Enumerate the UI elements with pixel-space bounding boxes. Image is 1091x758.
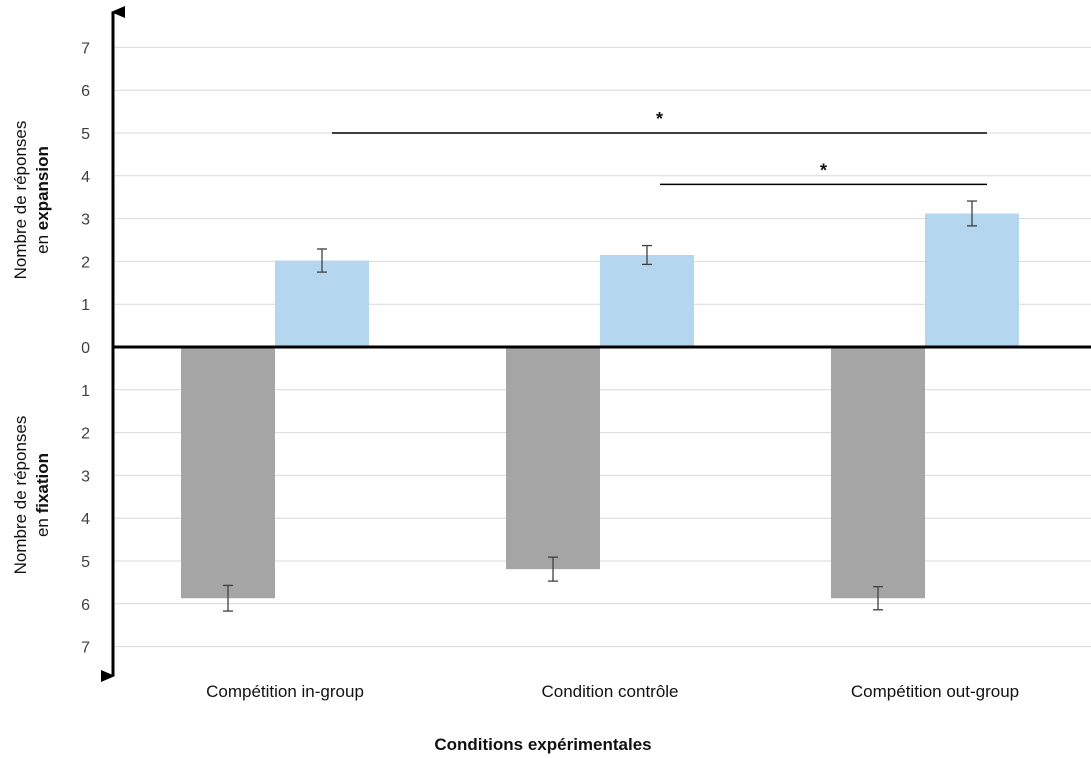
significance-star: * bbox=[820, 160, 827, 180]
bar bbox=[181, 347, 275, 599]
y-tick-labels: 0 1 2 3 4 5 6 7 1 2 3 4 5 6 7 bbox=[81, 40, 90, 656]
bar bbox=[925, 213, 1019, 347]
y-tick-label: 6 bbox=[81, 597, 90, 614]
x-category-label: Compétition in-group bbox=[206, 682, 364, 701]
y-axis-title-upper-bold: expansion bbox=[33, 146, 52, 230]
y-axis-title-upper-prefix: en bbox=[33, 230, 52, 254]
y-tick-label: 7 bbox=[81, 40, 90, 57]
axes bbox=[101, 6, 1091, 682]
y-axis-title-lower-prefix: en bbox=[33, 513, 52, 537]
bar bbox=[600, 254, 694, 347]
bars bbox=[181, 213, 1019, 599]
y-axis-title-upper-line2: en expansion bbox=[33, 146, 52, 254]
y-tick-label: 2 bbox=[81, 426, 90, 443]
x-category-label: Condition contrôle bbox=[541, 682, 678, 701]
y-tick-label: 0 bbox=[81, 340, 90, 357]
bar bbox=[275, 260, 369, 347]
y-tick-label: 4 bbox=[81, 511, 90, 528]
y-tick-label: 4 bbox=[81, 169, 90, 186]
significance-brackets: ** bbox=[332, 109, 987, 186]
y-tick-label: 5 bbox=[81, 126, 90, 143]
y-axis-title-lower: Nombre de réponses bbox=[11, 416, 30, 575]
y-axis-title-upper: Nombre de réponses bbox=[11, 121, 30, 280]
error-bars bbox=[223, 200, 977, 612]
bar bbox=[506, 347, 600, 570]
y-tick-label: 6 bbox=[81, 83, 90, 100]
y-axis-title-lower-line1: Nombre de réponses bbox=[11, 416, 30, 575]
y-tick-label: 1 bbox=[81, 383, 90, 400]
y-tick-label: 1 bbox=[81, 297, 90, 314]
y-tick-label: 3 bbox=[81, 212, 90, 229]
x-category-label: Compétition out-group bbox=[851, 682, 1019, 701]
x-axis-title: Conditions expérimentales bbox=[434, 735, 651, 754]
y-tick-label: 5 bbox=[81, 554, 90, 571]
y-axis-title-upper-line1: Nombre de réponses bbox=[11, 121, 30, 280]
grid-lines bbox=[113, 46, 1091, 648]
y-tick-label: 3 bbox=[81, 468, 90, 485]
significance-star: * bbox=[656, 109, 663, 129]
y-tick-label: 7 bbox=[81, 640, 90, 657]
y-tick-label: 2 bbox=[81, 254, 90, 271]
x-category-labels: Compétition in-group Condition contrôle Co… bbox=[206, 682, 1019, 701]
bar bbox=[831, 347, 925, 599]
y-axis-title-lower-line2: en fixation bbox=[33, 453, 52, 537]
y-axis-title-lower-bold: fixation bbox=[33, 453, 52, 513]
